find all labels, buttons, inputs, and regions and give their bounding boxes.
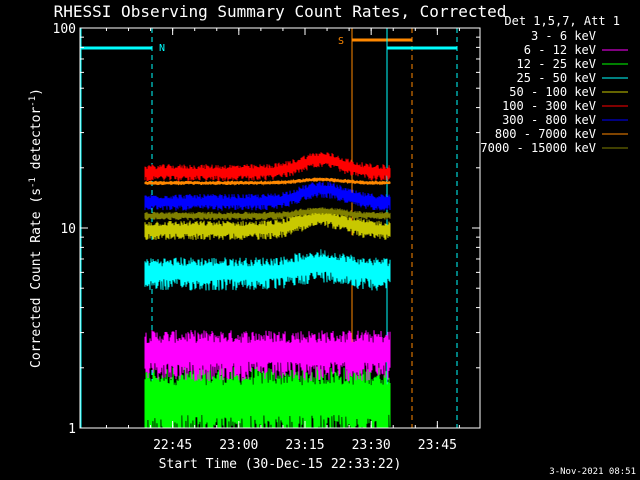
data-layer: [144, 152, 391, 429]
y-tick-label: 10: [60, 222, 76, 237]
series-line-100-300kev: [144, 152, 391, 182]
legend-item-label: 300 - 800 keV: [502, 113, 596, 127]
legend-item-label: 12 - 25 keV: [517, 57, 596, 71]
axes-layer: 22:45 23:00 23:15 23:30 23:45 1 10 100: [53, 22, 480, 453]
saa-flag-label: S: [338, 36, 344, 47]
series-line-3-6kev: [144, 229, 391, 261]
y-tick-label: 1: [68, 422, 76, 437]
series-line-12-25kev: [144, 366, 391, 429]
legend-item-label: 800 - 7000 keV: [495, 127, 596, 141]
series-line-6-12kev: [144, 329, 391, 382]
x-tick-label: 23:00: [219, 438, 258, 453]
series-line-25-50kev: [144, 249, 391, 291]
legend-item-label: 100 - 300 keV: [502, 99, 596, 113]
x-tick-label: 23:30: [352, 438, 391, 453]
chart-title: RHESSI Observing Summary Count Rates, Co…: [54, 2, 507, 21]
series-line-7000-15000kev: [144, 207, 391, 221]
y-axis-label: Corrected Count Rate (s-1 detector-1): [28, 88, 44, 368]
legend-item-label: 50 - 100 keV: [509, 85, 596, 99]
x-axis-label: Start Time (30-Dec-15 22:33:22): [159, 457, 402, 472]
legend-title: Det 1,5,7, Att 1: [504, 14, 620, 28]
legend-item-label: 6 - 12 keV: [524, 43, 596, 57]
footer-timestamp: 3-Nov-2021 08:51: [549, 467, 636, 477]
y-tick-label: 100: [53, 22, 76, 37]
x-tick-label: 22:45: [153, 438, 192, 453]
x-tick-label: 23:45: [418, 438, 457, 453]
series-line-800-7000kev: [144, 177, 391, 186]
x-tick-label: 23:15: [285, 438, 324, 453]
series-line-50-100kev: [144, 208, 391, 241]
legend-item-label: 7000 - 15000 keV: [480, 141, 596, 155]
night-flag-label: N: [159, 43, 165, 54]
series-line-300-800kev: [144, 182, 391, 211]
legend-item-label: 3 - 6 keV: [531, 29, 596, 43]
legend-item-label: 25 - 50 keV: [517, 71, 596, 85]
